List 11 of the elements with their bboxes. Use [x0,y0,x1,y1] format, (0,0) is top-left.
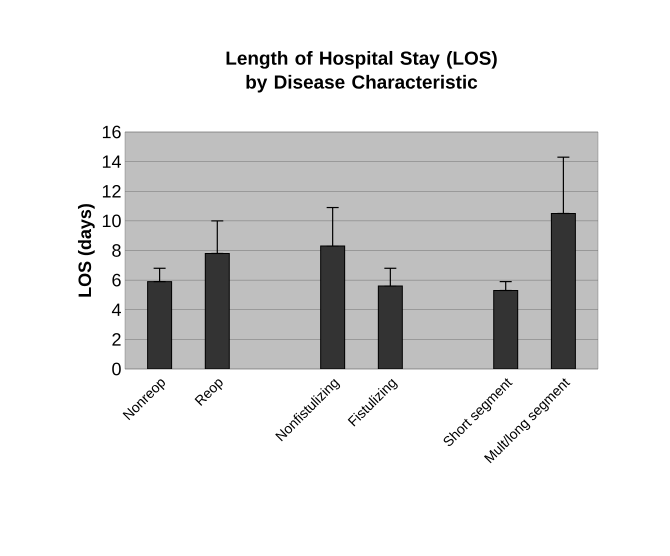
y-axis-title: LOS (days) [78,204,95,297]
y-tick-label: 12 [102,184,121,198]
y-tick-label: 4 [112,304,121,316]
y-tick-label: 16 [102,126,121,138]
y-tick-label: 14 [102,155,121,168]
chart-title: Length of Hospital Stay (LOS) by Disease Characteristic [226,50,497,92]
y-tick-label: 0 [112,362,121,376]
y-tick-label: 10 [102,214,121,228]
y-tick-label: 2 [112,333,121,346]
y-tick-label: 8 [112,244,121,257]
y-tick-label: 6 [112,274,121,286]
